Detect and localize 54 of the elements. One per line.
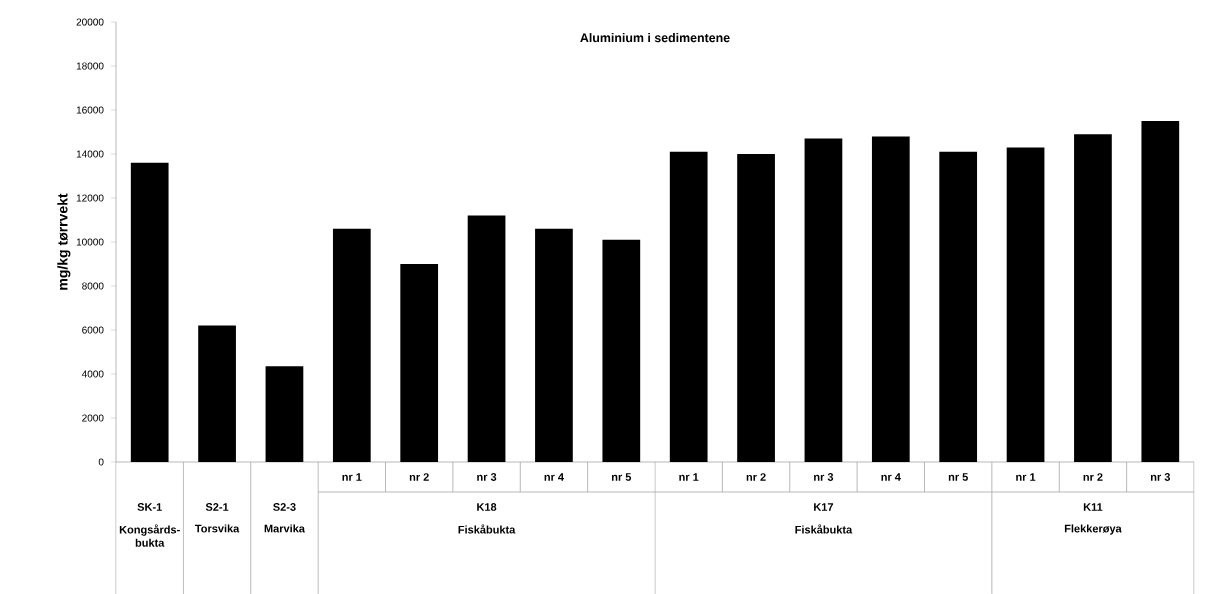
bar (1074, 134, 1112, 462)
text: K17 (814, 503, 834, 511)
text: Kongsårds-bukta (119, 524, 180, 547)
text: Fiskåbukta (795, 524, 853, 534)
bar (737, 153, 775, 462)
y-tick-label: 18000 (76, 62, 104, 70)
bar (535, 228, 573, 462)
bar (130, 162, 169, 462)
x-tick-label: nr 2 (409, 472, 429, 481)
y-tick-label: 8000 (82, 282, 104, 290)
text: SK-1 (137, 502, 162, 511)
x-tick-label: nr 3 (1150, 472, 1171, 481)
y-tick-label: 0 (98, 458, 104, 466)
y-tick-label: 4000 (81, 370, 104, 378)
x-tick-label: nr 4 (544, 473, 564, 481)
bar (467, 215, 506, 462)
text: Flekkerøya (1064, 524, 1122, 535)
text: Aluminium i sedimentene (580, 32, 730, 42)
bar (400, 263, 439, 462)
text: Fiskåbukta (458, 524, 516, 534)
x-tick-label: nr 2 (746, 472, 766, 481)
x-tick-label: nr 2 (1083, 472, 1103, 481)
text: K11 (1083, 503, 1103, 511)
x-tick-label: nr 5 (948, 472, 968, 481)
bar (1006, 147, 1045, 462)
text: K18 (477, 502, 497, 511)
text: S2-3 (273, 502, 296, 511)
x-tick-label: nr 1 (679, 473, 699, 481)
bar (804, 138, 843, 462)
x-tick-label: nr 1 (1016, 473, 1036, 481)
bar (1141, 120, 1180, 462)
x-tick-label: nr 4 (881, 473, 901, 481)
y-tick-label: 2000 (82, 414, 104, 422)
x-tick-label: nr 3 (814, 472, 834, 481)
bar (332, 228, 371, 462)
bar (871, 136, 910, 462)
text: Torsvika (194, 524, 240, 533)
y-tick-label: 10000 (76, 238, 104, 246)
x-tick-label: nr 3 (477, 472, 497, 481)
y-tick-label: 12000 (76, 194, 104, 202)
bar (198, 325, 236, 462)
x-tick-label: nr 5 (611, 472, 632, 481)
bar (669, 151, 708, 462)
text: S2-1 (205, 502, 229, 511)
y-tick-label: 14000 (76, 150, 104, 158)
y-tick-label: 20000 (76, 18, 104, 26)
x-tick-label: nr 1 (342, 473, 362, 481)
bar (265, 366, 304, 462)
bar (602, 239, 641, 462)
y-tick-label: 6000 (82, 326, 104, 334)
y-axis-title: mg/kg tørrvekt (57, 193, 71, 290)
y-tick-label: 16000 (76, 106, 104, 114)
bar (939, 151, 978, 462)
text: Marvika (264, 524, 305, 533)
